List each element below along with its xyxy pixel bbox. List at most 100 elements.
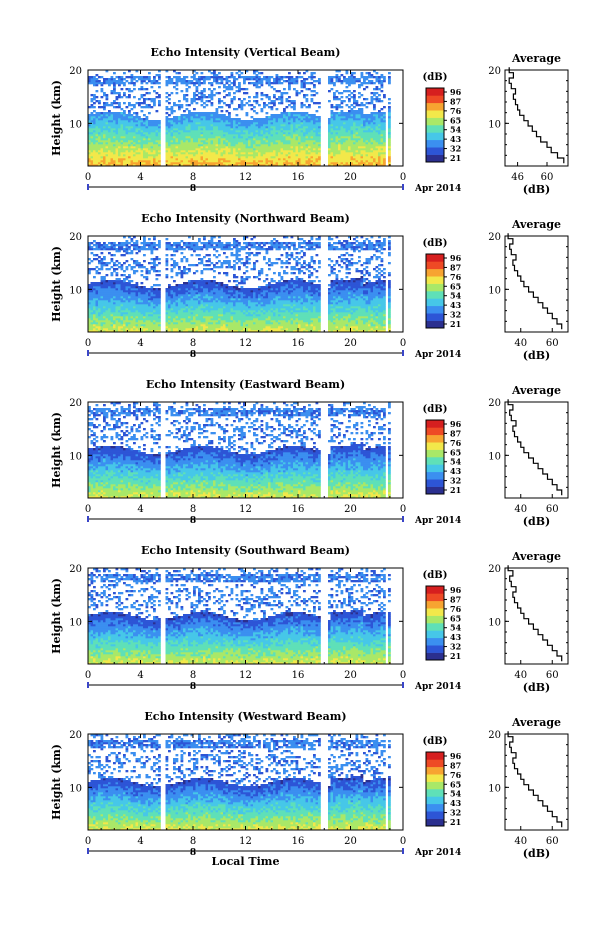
- heatmap-cell: [180, 146, 184, 149]
- heatmap-cell: [358, 156, 361, 159]
- heatmap-cell: [145, 88, 149, 91]
- heatmap-cell: [125, 144, 129, 147]
- heatmap-cell: [98, 330, 101, 333]
- heatmap-cell: [128, 160, 131, 163]
- heatmap-cell: [378, 114, 381, 117]
- heatmap-cell: [335, 144, 339, 147]
- heatmap-cell: [213, 126, 216, 129]
- heatmap-cell: [133, 322, 136, 325]
- heatmap-cell: [135, 118, 139, 121]
- heatmap-cell: [373, 150, 376, 153]
- heatmap-cell: [140, 106, 144, 109]
- heatmap-cell: [143, 152, 146, 155]
- heatmap-cell: [260, 162, 264, 165]
- heatmap-cell: [183, 136, 186, 139]
- heatmap-cell: [178, 136, 181, 139]
- heatmap-cell: [358, 86, 361, 89]
- heatmap-cell: [140, 288, 144, 291]
- heatmap-cell: [345, 138, 349, 141]
- heatmap-cell: [350, 122, 354, 125]
- heatmap-cell: [123, 304, 126, 307]
- heatmap-cell: [348, 140, 351, 143]
- heatmap-cell: [130, 158, 134, 161]
- heatmap-cell: [380, 124, 384, 127]
- heatmap-cell: [168, 80, 171, 83]
- heatmap-cell: [168, 162, 171, 165]
- heatmap-cell: [138, 246, 141, 249]
- heatmap-cell: [98, 156, 101, 159]
- heatmap-cell: [128, 300, 131, 303]
- heatmap-cell: [120, 128, 124, 131]
- heatmap-cell: [95, 266, 99, 269]
- heatmap-cell: [218, 140, 221, 143]
- heatmap-cell: [215, 142, 219, 145]
- heatmap-cell: [190, 114, 194, 117]
- heatmap-cell: [195, 122, 199, 125]
- heatmap-cell: [245, 162, 249, 165]
- heatmap-cell: [120, 130, 124, 133]
- heatmap-cell: [343, 116, 346, 119]
- heatmap-cell: [220, 124, 224, 127]
- heatmap-cell: [88, 248, 91, 251]
- heatmap-cell: [195, 146, 199, 149]
- heatmap-cell: [138, 150, 141, 153]
- heatmap-cell: [118, 310, 121, 313]
- heatmap-cell: [290, 140, 294, 143]
- heatmap-cell: [103, 248, 106, 251]
- heatmap-cell: [173, 110, 176, 113]
- heatmap-cell: [360, 164, 364, 167]
- heatmap-cell: [113, 118, 116, 121]
- heatmap-cell: [198, 124, 201, 127]
- heatmap-cell: [133, 266, 136, 269]
- heatmap-cell: [175, 120, 179, 123]
- heatmap-cell: [128, 154, 131, 157]
- heatmap-cell: [140, 322, 144, 325]
- heatmap-cell: [305, 82, 309, 85]
- heatmap-cell: [108, 116, 111, 119]
- heatmap-cell: [290, 102, 294, 105]
- heatmap-cell: [95, 146, 99, 149]
- heatmap-cell: [110, 248, 114, 251]
- heatmap-cell: [343, 118, 346, 121]
- heatmap-cell: [175, 84, 179, 87]
- heatmap-cell: [278, 140, 281, 143]
- heatmap-cell: [118, 246, 121, 249]
- heatmap-cell: [115, 106, 119, 109]
- heatmap-cell: [115, 118, 119, 121]
- heatmap-cell: [300, 128, 304, 131]
- heatmap-cell: [343, 162, 346, 165]
- heatmap-cell: [120, 126, 124, 129]
- heatmap-cell: [178, 158, 181, 161]
- heatmap-cell: [355, 104, 359, 107]
- heatmap-cell: [228, 86, 231, 89]
- heatmap-cell: [135, 248, 139, 251]
- heatmap-cell: [350, 162, 354, 165]
- heatmap-cell: [260, 138, 264, 141]
- heatmap-cell: [108, 124, 111, 127]
- heatmap-cell: [345, 134, 349, 137]
- heatmap-cell: [170, 150, 174, 153]
- heatmap-cell: [208, 126, 211, 129]
- heatmap-cell: [290, 126, 294, 129]
- heatmap-cell: [103, 148, 106, 151]
- heatmap-cell: [340, 132, 344, 135]
- heatmap-cell: [280, 140, 284, 143]
- heatmap-cell: [305, 126, 309, 129]
- heatmap-cell: [188, 154, 191, 157]
- heatmap-cell: [180, 156, 184, 159]
- heatmap-cell: [223, 116, 226, 119]
- heatmap-cell: [105, 308, 109, 311]
- heatmap-cell: [195, 160, 199, 163]
- heatmap-cell: [98, 318, 101, 321]
- heatmap-cell: [228, 94, 231, 97]
- heatmap-cell: [128, 286, 131, 289]
- heatmap-cell: [235, 86, 239, 89]
- heatmap-cell: [95, 244, 99, 247]
- heatmap-cell: [235, 164, 239, 167]
- heatmap-cell: [168, 126, 171, 129]
- heatmap-cell: [95, 150, 99, 153]
- heatmap-cell: [100, 126, 104, 129]
- heatmap-cell: [345, 152, 349, 155]
- heatmap-cell: [125, 132, 129, 135]
